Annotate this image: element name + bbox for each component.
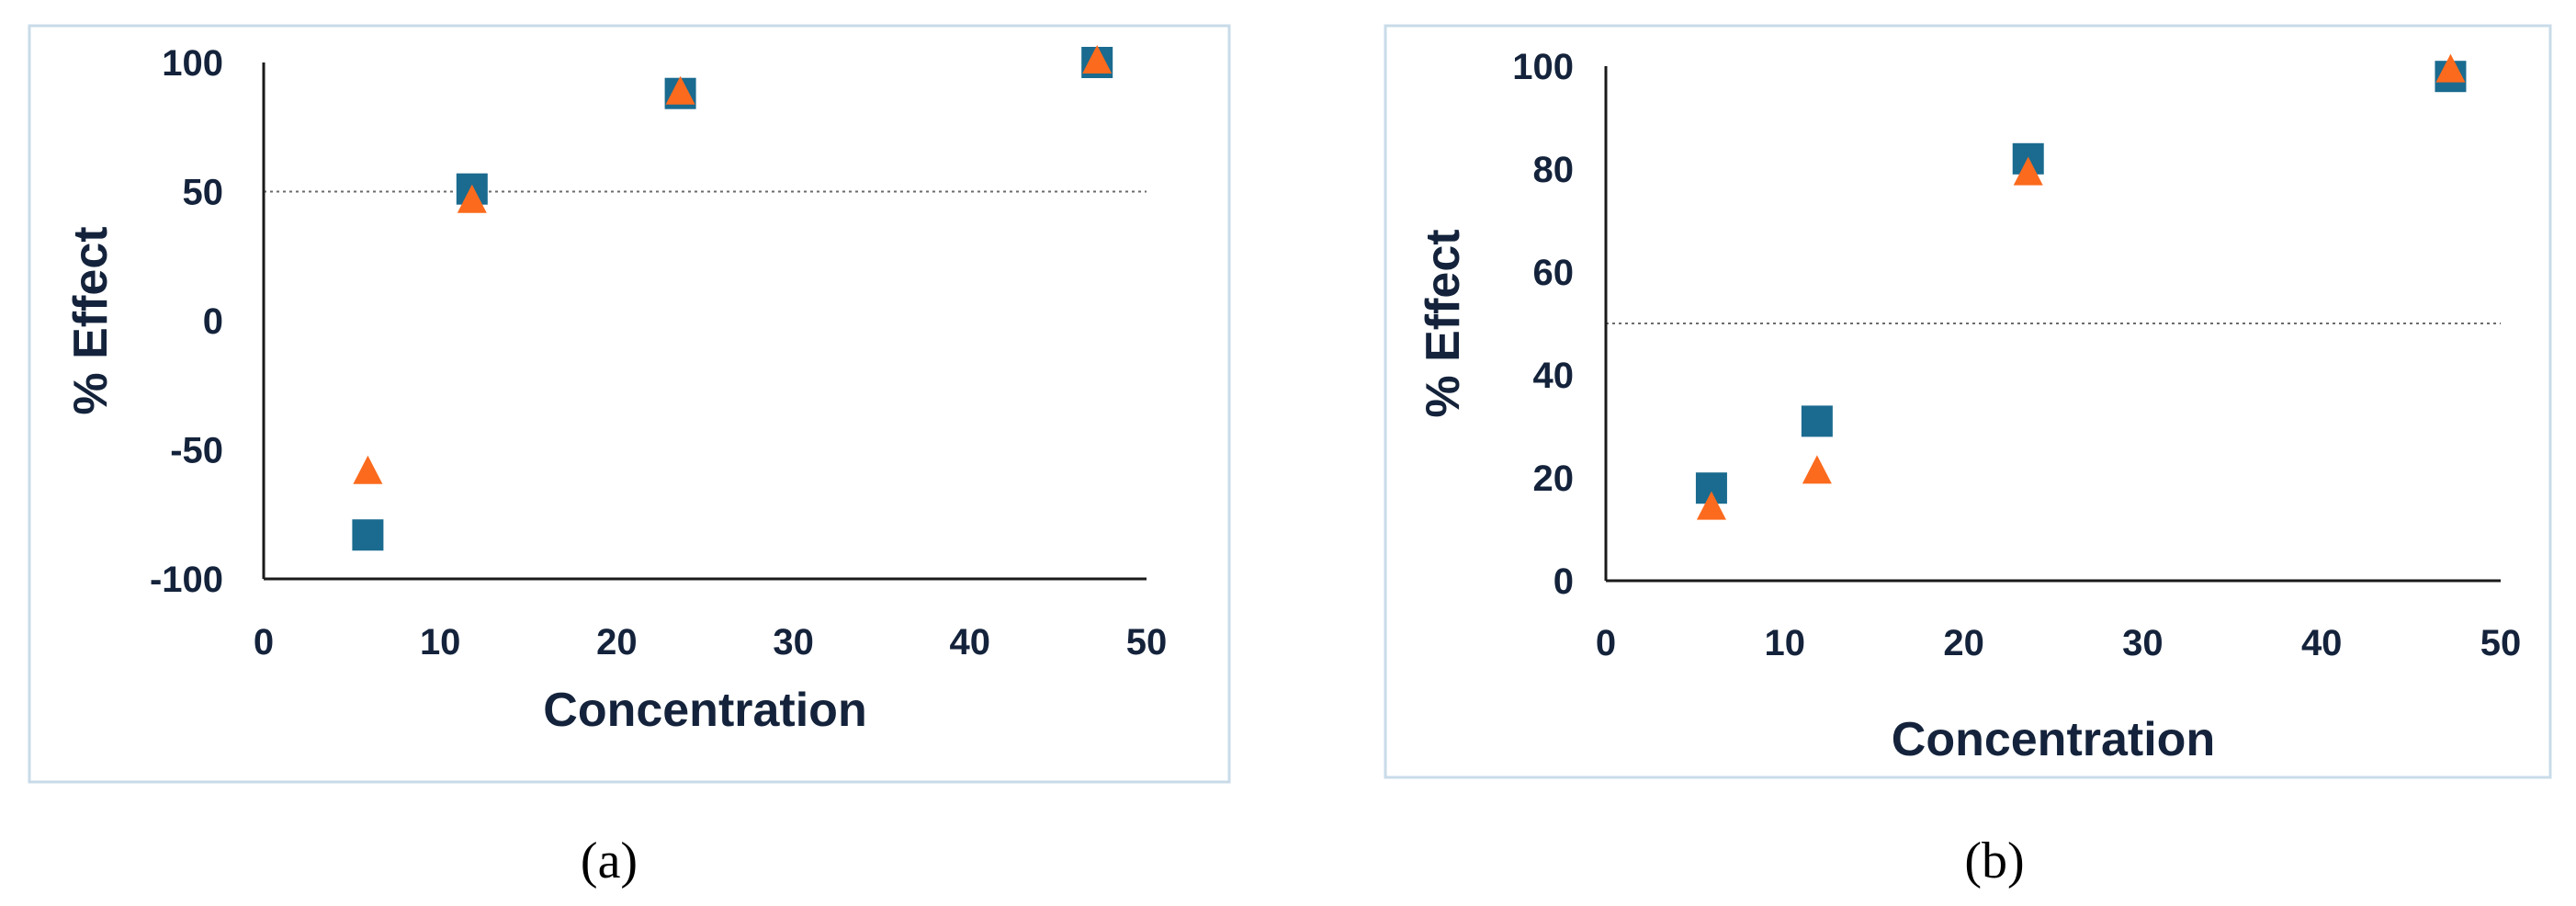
y-tick-labels: 100 50 0 -50 -100 <box>150 43 223 600</box>
x-tick-label: 30 <box>773 622 814 663</box>
triangle-marker <box>353 455 383 484</box>
x-tick-label: 20 <box>1943 623 1984 663</box>
triangle-marker <box>2435 53 2466 83</box>
y-axis-title: % Effect <box>64 226 118 414</box>
y-tick-label: 60 <box>1533 253 1575 293</box>
panel-caption: (a) <box>581 832 638 889</box>
data-points <box>352 45 1113 551</box>
x-tick-labels: 0 10 20 30 40 50 <box>1596 623 2521 663</box>
x-axis-title: Concentration <box>543 684 866 737</box>
y-tick-label: -50 <box>170 431 223 471</box>
x-tick-label: 50 <box>1126 622 1168 663</box>
y-tick-label: 20 <box>1533 459 1575 499</box>
data-points <box>1695 53 2467 520</box>
square-marker <box>1801 405 1833 437</box>
x-tick-label: 30 <box>2122 623 2164 663</box>
y-tick-label: 100 <box>1512 47 1574 87</box>
chart-frame <box>1384 24 2552 779</box>
y-tick-labels: 100 80 60 40 20 0 <box>1512 47 1574 602</box>
x-tick-label: 40 <box>2301 623 2343 663</box>
x-tick-label: 10 <box>420 622 461 663</box>
x-tick-label: 40 <box>950 622 991 663</box>
panel-caption: (b) <box>1964 832 2024 889</box>
triangle-marker <box>1696 491 1726 520</box>
triangle-marker <box>1082 45 1113 74</box>
x-tick-label: 10 <box>1765 623 1806 663</box>
chart-panel-a: 100 50 0 -50 -100 0 10 20 30 40 50 % Eff… <box>28 24 1231 889</box>
x-tick-label: 0 <box>1596 623 1616 663</box>
y-axis-title: % Effect <box>1417 229 1470 417</box>
square-marker <box>352 519 384 551</box>
x-tick-labels: 0 10 20 30 40 50 <box>254 622 1167 663</box>
triangle-marker <box>457 184 487 213</box>
triangle-marker <box>665 75 695 105</box>
y-tick-label: 80 <box>1533 150 1575 190</box>
chart-frame <box>28 24 1231 784</box>
y-tick-label: 100 <box>162 43 223 84</box>
y-tick-label: -100 <box>150 560 223 600</box>
x-axis-title: Concentration <box>1892 713 2215 766</box>
y-tick-label: 0 <box>1554 561 1574 602</box>
chart-panel-b: 100 80 60 40 20 0 0 10 20 30 40 50 % Eff… <box>1384 24 2552 889</box>
y-tick-label: 40 <box>1533 356 1575 396</box>
x-tick-label: 20 <box>596 622 638 663</box>
triangle-marker <box>2013 156 2043 186</box>
y-tick-label: 50 <box>183 173 224 213</box>
x-tick-label: 50 <box>2480 623 2522 663</box>
x-tick-label: 0 <box>254 622 274 663</box>
y-tick-label: 0 <box>203 301 223 342</box>
triangle-marker <box>1802 455 1832 484</box>
